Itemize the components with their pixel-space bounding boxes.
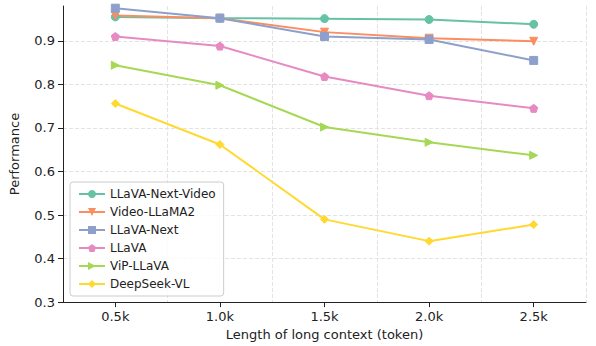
svg-text:0.5k: 0.5k	[101, 309, 130, 324]
svg-text:0.4: 0.4	[34, 251, 55, 266]
svg-text:LLaVA-Next-Video: LLaVA-Next-Video	[110, 187, 216, 201]
svg-text:0.9: 0.9	[34, 33, 55, 48]
svg-text:1.0k: 1.0k	[206, 309, 235, 324]
svg-text:Length of long context (token): Length of long context (token)	[226, 327, 423, 342]
svg-text:Video-LLaMA2: Video-LLaMA2	[110, 205, 195, 219]
svg-text:2.0k: 2.0k	[415, 309, 444, 324]
svg-text:LLaVA: LLaVA	[110, 241, 147, 255]
svg-text:0.3: 0.3	[34, 295, 55, 310]
svg-text:0.5: 0.5	[34, 208, 55, 223]
svg-text:Performance: Performance	[7, 113, 22, 195]
svg-text:0.8: 0.8	[34, 77, 55, 92]
svg-text:0.6: 0.6	[34, 164, 55, 179]
svg-text:ViP-LLaVA: ViP-LLaVA	[110, 259, 170, 273]
svg-text:0.7: 0.7	[34, 120, 55, 135]
svg-text:DeepSeek-VL: DeepSeek-VL	[110, 277, 190, 291]
svg-text:2.5k: 2.5k	[520, 309, 549, 324]
svg-text:LLaVA-Next: LLaVA-Next	[110, 223, 179, 237]
svg-text:1.5k: 1.5k	[310, 309, 339, 324]
